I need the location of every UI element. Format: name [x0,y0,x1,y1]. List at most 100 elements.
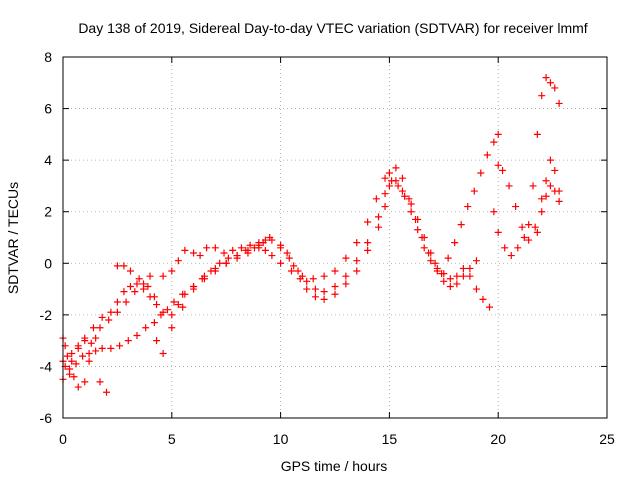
data-point [494,228,502,236]
data-point [490,138,498,146]
data-point [63,352,71,360]
data-point [309,275,317,283]
data-point [499,166,507,174]
data-point [150,319,158,327]
data-point [85,357,93,365]
data-point [551,166,559,174]
data-point [320,288,328,296]
x-tick-label: 0 [59,431,67,447]
data-point [66,365,74,373]
data-point [89,324,97,332]
data-point [107,344,115,352]
data-point [285,254,293,262]
data-point [525,221,533,229]
y-tick-label: -2 [40,307,53,323]
data-point [261,246,269,254]
data-point [342,280,350,288]
data-point [353,239,361,247]
y-tick-label: -6 [40,410,53,426]
data-point [181,246,189,254]
data-point [74,383,82,391]
data-point [116,342,124,350]
data-point [320,272,328,280]
data-point [542,192,550,200]
data-point [268,252,276,260]
data-point [392,164,400,172]
data-point [381,174,389,182]
data-point [364,218,372,226]
data-point [444,254,452,262]
data-point [388,177,396,185]
data-point [381,190,389,198]
data-point [229,246,237,254]
data-point [501,244,509,252]
data-point [470,187,478,195]
data-point [122,298,130,306]
data-point [79,352,87,360]
data-point [364,239,372,247]
plot-frame [62,56,608,419]
data-point [233,252,241,260]
data-point [375,223,383,231]
data-point [222,259,230,267]
data-point [224,254,232,262]
x-tick-label: 25 [599,431,615,447]
data-point [331,282,339,290]
data-point [153,337,161,345]
data-point [311,285,319,293]
data-point [320,295,328,303]
data-point [479,295,487,303]
data-point [385,182,393,190]
data-point [287,267,295,275]
series-track-e [490,74,563,260]
data-point [107,308,115,316]
data-point [546,156,554,164]
data-point [512,203,520,211]
x-axis-label: GPS time / hours [281,458,388,474]
y-tick-label: 6 [44,101,52,117]
data-point [518,223,526,231]
data-point [542,74,550,82]
data-point [431,259,439,267]
data-point [514,244,522,252]
data-point [520,234,528,241]
data-point [464,203,472,211]
data-point [190,282,198,290]
data-point [405,195,413,203]
data-point [159,308,167,316]
data-point [451,239,459,247]
data-point [490,208,498,216]
series-track-a [59,169,493,383]
data-point [555,197,563,205]
series-track-d [113,236,269,301]
data-point [372,195,380,203]
series-track-g [533,182,563,236]
data-points [59,74,563,396]
data-point [303,285,311,293]
data-point [311,293,319,301]
series-track-b [59,130,502,365]
data-point [120,288,128,296]
data-point [113,308,121,316]
data-point [505,182,513,190]
data-point [303,277,311,285]
data-point [555,99,563,107]
data-point [144,282,152,290]
series-track-f [494,156,563,244]
data-point [92,334,100,342]
data-point [446,275,454,283]
data-point [159,272,167,280]
data-point [168,324,176,332]
data-point [283,249,291,257]
data-point [211,264,219,272]
data-point [81,334,89,342]
data-point [159,350,167,358]
data-point [401,192,409,200]
data-point [68,357,76,365]
data-point [211,244,219,252]
data-point [440,277,448,285]
data-point [407,208,415,216]
data-point [551,84,559,92]
y-tick-label: 2 [44,204,52,220]
data-point [494,130,502,138]
